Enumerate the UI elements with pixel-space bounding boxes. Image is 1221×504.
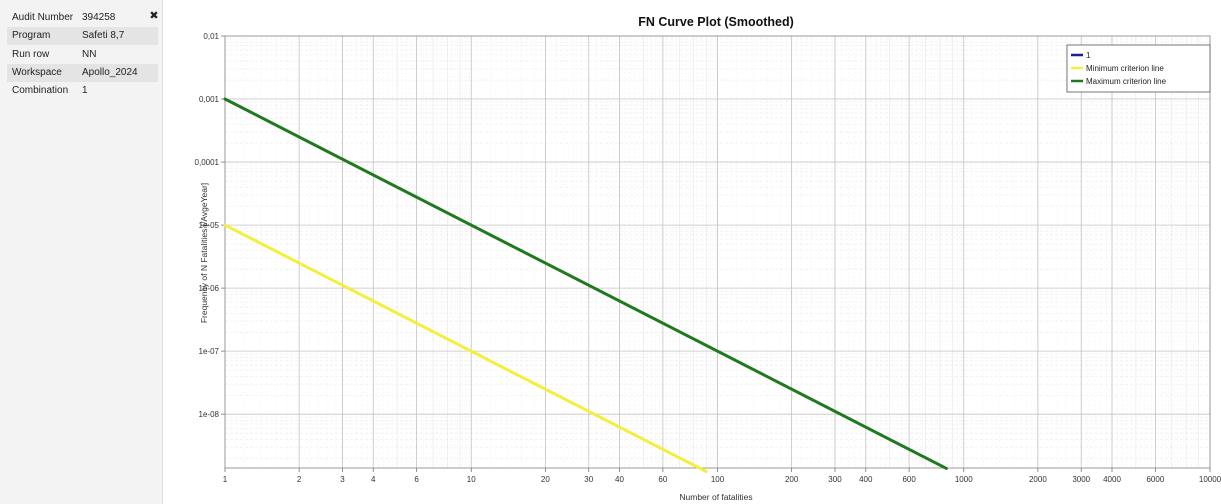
x-tick-label: 400: [859, 475, 873, 484]
x-tick-label: 2: [297, 475, 302, 484]
legend-item-maximum-criterion: Maximum criterion line: [1071, 77, 1167, 86]
x-axis-ticks: 1 2 3 4 6 10 20 30 40 60 100 200 300 400 600 1000 2000 30…: [223, 468, 1221, 484]
y-axis-title: Frequency of N Fatalities [/AvgeYear]: [199, 183, 209, 323]
x-tick-label: 3: [340, 475, 345, 484]
x-tick-label: 100: [711, 475, 725, 484]
info-key: Program: [12, 30, 51, 41]
x-tick-label: 300: [828, 475, 842, 484]
close-icon[interactable]: ✖: [149, 10, 159, 22]
x-tick-label: 2000: [1029, 475, 1047, 484]
series-line-minimum-criterion: [223, 223, 708, 473]
info-value: Apollo_2024: [82, 67, 138, 78]
legend-item-series-1: 1: [1071, 51, 1091, 60]
x-tick-label: 10: [467, 475, 476, 484]
legend: 1 Minimum criterion line Maximum criteri…: [1066, 44, 1211, 93]
x-tick-label: 200: [785, 475, 799, 484]
x-tick-label: 3000: [1072, 475, 1090, 484]
legend-label: Minimum criterion line: [1086, 64, 1164, 73]
info-row-program: Program Safeti 8,7: [7, 27, 158, 45]
y-tick-label: 0,001: [199, 95, 220, 104]
y-tick-label: 1e-07: [199, 347, 220, 356]
x-tick-label: 10000: [1199, 475, 1221, 484]
info-panel: Audit Number 394258 Program Safeti 8,7 R…: [0, 0, 163, 504]
info-value: 394258: [82, 12, 116, 23]
info-value: NN: [82, 49, 97, 60]
series-line-maximum-criterion: [223, 97, 948, 470]
x-tick-label: 600: [902, 475, 916, 484]
y-tick-label: 1e-05: [199, 221, 220, 230]
info-value: 1: [82, 85, 88, 96]
info-row-audit-number: Audit Number 394258: [7, 9, 158, 27]
major-gridlines: [224, 35, 1211, 468]
x-tick-label: 1: [223, 475, 228, 484]
y-axis-ticks: 0,01 0,001 0,0001 1e-05 1e-06 1e-07 1e-08: [195, 32, 225, 419]
x-tick-label: 20: [541, 475, 550, 484]
y-tick-label: 1e-06: [199, 284, 220, 293]
x-tick-label: 60: [658, 475, 667, 484]
y-tick-label: 0,01: [203, 32, 219, 41]
x-tick-label: 1000: [955, 475, 973, 484]
legend-label: Maximum criterion line: [1086, 77, 1167, 86]
chart-title: FN Curve Plot (Smoothed): [638, 15, 794, 29]
x-tick-label: 4000: [1103, 475, 1121, 484]
legend-label: 1: [1086, 51, 1091, 60]
x-tick-label: 6000: [1146, 475, 1164, 484]
info-key: Workspace: [12, 67, 62, 78]
info-key: Combination: [12, 85, 69, 96]
legend-box: [1066, 44, 1211, 93]
x-tick-label: 4: [371, 475, 376, 484]
series-layer: [223, 97, 948, 473]
x-axis-title: Number of fatalities: [679, 492, 752, 502]
y-tick-label: 1e-08: [199, 410, 220, 419]
x-tick-label: 30: [584, 475, 593, 484]
info-row-run-row: Run row NN: [7, 46, 158, 64]
info-key: Run row: [12, 49, 50, 60]
info-value: Safeti 8,7: [82, 30, 125, 41]
info-row-combination: Combination 1: [7, 82, 158, 100]
legend-item-minimum-criterion: Minimum criterion line: [1071, 64, 1164, 73]
y-tick-label: 0,0001: [195, 158, 220, 167]
info-row-workspace: Workspace Apollo_2024: [7, 64, 158, 82]
x-tick-label: 6: [414, 475, 419, 484]
info-key: Audit Number: [12, 12, 74, 23]
x-tick-label: 40: [615, 475, 624, 484]
